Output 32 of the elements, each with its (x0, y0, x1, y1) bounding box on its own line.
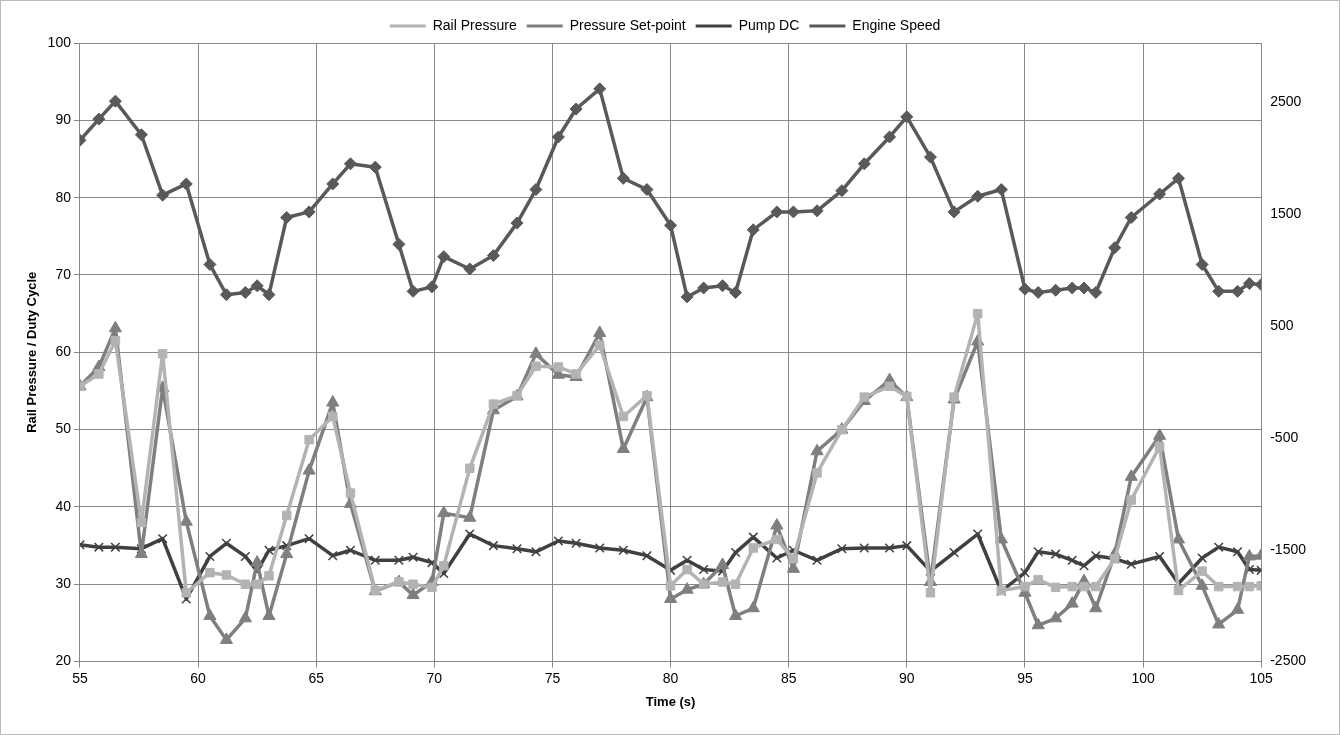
x-axis-title: Time (s) (645, 693, 696, 709)
x-tick-label: 65 (308, 669, 325, 686)
legend-label: Pump DC (738, 16, 800, 33)
y2-tick-label: -500 (1270, 428, 1299, 445)
x-tick-label: 85 (780, 669, 797, 686)
y-tick-label: 70 (55, 265, 72, 282)
x-tick-label: 100 (1131, 669, 1155, 686)
y-tick-label: 90 (55, 111, 72, 128)
y2-tick-label: -1500 (1270, 540, 1307, 557)
x-tick-label: 95 (1017, 669, 1033, 686)
legend-label: Rail Pressure (432, 16, 517, 33)
x-tick-label: 55 (72, 669, 88, 686)
y-tick-label: 50 (55, 420, 72, 437)
y-tick-label: 40 (55, 497, 72, 514)
y-tick-label: 100 (47, 33, 72, 50)
x-tick-label: 70 (426, 669, 443, 686)
x-tick-label: 105 (1249, 669, 1274, 686)
y-tick-label: 60 (55, 343, 72, 360)
y-tick-label: 20 (55, 652, 72, 669)
x-tick-label: 60 (190, 669, 207, 686)
x-tick-label: 90 (899, 669, 915, 686)
y-tick-label: 30 (55, 575, 72, 592)
y2-tick-label: -2500 (1270, 652, 1307, 669)
y2-tick-label: 1500 (1270, 205, 1302, 222)
x-tick-label: 80 (662, 669, 679, 686)
legend-label: Engine Speed (852, 16, 941, 33)
x-tick-label: 75 (544, 669, 561, 686)
y2-tick-label: 2500 (1270, 93, 1302, 110)
y2-tick-label: 500 (1270, 316, 1294, 333)
y-axis-title: Rail Pressure / Duty Cycle (24, 271, 40, 433)
y-tick-label: 80 (55, 188, 72, 205)
legend-label: Pressure Set-point (569, 16, 686, 33)
